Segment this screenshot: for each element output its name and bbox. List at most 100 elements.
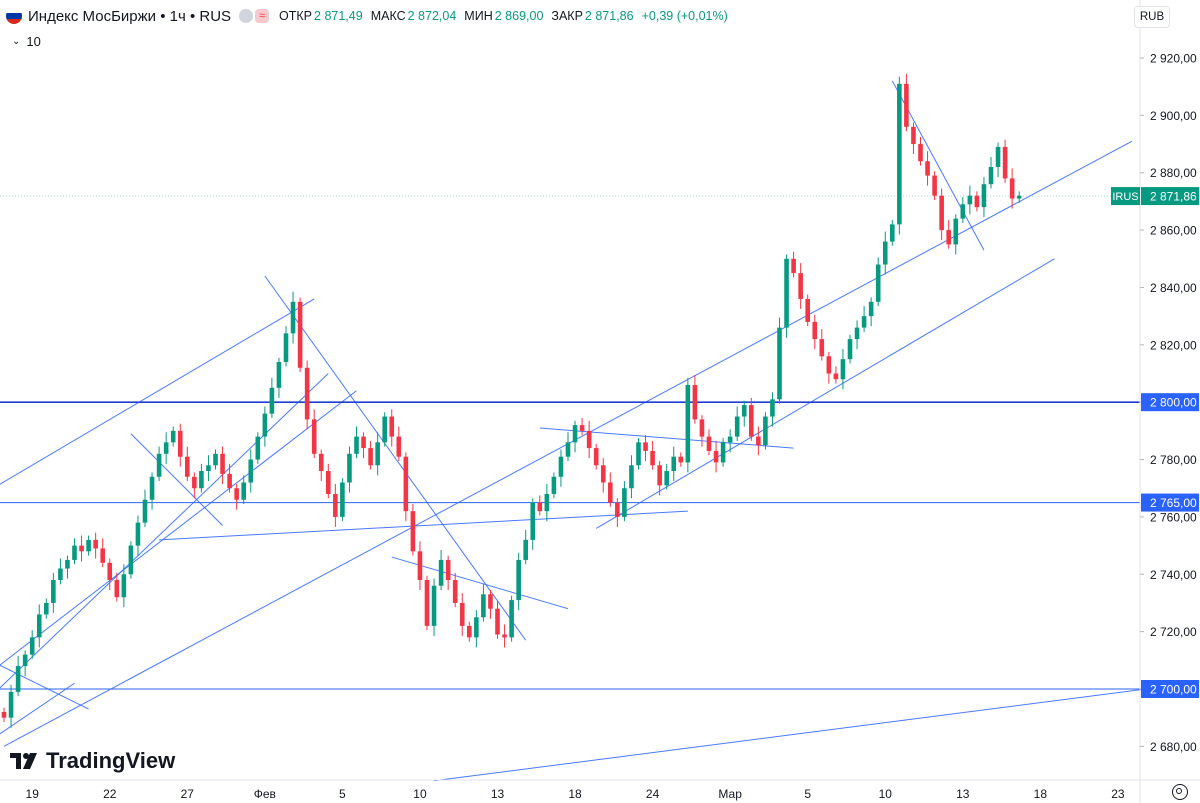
trend-line xyxy=(433,688,1147,782)
russia-flag-icon xyxy=(6,8,22,24)
candle-body xyxy=(269,387,275,414)
level-price-label xyxy=(1141,493,1199,512)
candle-body xyxy=(565,442,571,457)
delayed-data-badge[interactable]: ≈ xyxy=(255,9,270,23)
candle-body xyxy=(960,204,966,219)
candle-body xyxy=(177,430,183,457)
candle-body xyxy=(988,166,994,185)
candle-body xyxy=(890,224,895,242)
candle-body xyxy=(58,568,63,581)
candle-body xyxy=(720,442,726,463)
level-price-text: 2 700,00 xyxy=(1150,683,1197,697)
candle-body xyxy=(459,602,465,626)
currency-button[interactable]: RUB xyxy=(1134,6,1170,28)
y-tick-label: 2 680,00 xyxy=(1150,740,1197,754)
candle-body xyxy=(812,321,818,340)
candle-body xyxy=(974,195,980,208)
x-tick-label: 24 xyxy=(646,787,660,801)
trend-line xyxy=(264,275,527,641)
trend-line xyxy=(159,510,688,541)
candle-body xyxy=(36,614,42,638)
volume-indicator-toggle[interactable]: ⌄ 10 xyxy=(8,31,47,51)
price-labels: 2 800,00 2 765,00 2 700,00 IRUS 2 871,86 xyxy=(1111,187,1199,698)
candle-body xyxy=(551,476,557,494)
candle-body xyxy=(692,384,698,420)
candle-body xyxy=(333,493,338,517)
y-tick-label: 2 760,00 xyxy=(1150,510,1197,524)
symbol-title[interactable]: Индекс МосБиржи • 1ч • RUS xyxy=(28,7,232,25)
tradingview-logo-icon xyxy=(10,753,37,769)
candle-body xyxy=(706,436,712,451)
candle-body xyxy=(904,83,909,127)
candle-body xyxy=(206,465,211,472)
x-tick-label: 13 xyxy=(956,787,970,801)
candle-body xyxy=(8,691,14,718)
candle-body xyxy=(544,493,550,512)
candle-body xyxy=(51,580,56,603)
candle-body xyxy=(911,126,916,145)
trend-line xyxy=(0,298,315,485)
candle-body xyxy=(368,448,373,466)
candle-body xyxy=(347,453,352,483)
level-price-text: 2 765,00 xyxy=(1150,496,1197,510)
candle-body xyxy=(241,482,246,500)
candle-body xyxy=(819,339,825,357)
candle-body xyxy=(727,436,733,443)
candle-body xyxy=(671,456,677,472)
candle-body xyxy=(657,465,662,486)
tradingview-logo[interactable]: TradingView xyxy=(10,748,175,774)
x-tick-label: 27 xyxy=(181,787,195,801)
chevron-down-icon: ⌄ xyxy=(12,35,21,47)
y-tick-label: 2 820,00 xyxy=(1150,338,1197,352)
candle-body xyxy=(918,144,923,162)
x-tick-label: Мар xyxy=(718,787,742,801)
candle-body xyxy=(326,471,331,494)
y-tick-label: 2 880,00 xyxy=(1150,166,1197,180)
candle-body xyxy=(340,482,345,517)
candle-body xyxy=(495,608,500,635)
candle-body xyxy=(784,258,789,328)
candle-body xyxy=(290,301,296,334)
candle-body xyxy=(897,83,902,225)
open-value: 2 871,49 xyxy=(314,9,363,23)
candle-body xyxy=(410,511,416,552)
candle-body xyxy=(163,442,169,454)
y-tick-label: 2 860,00 xyxy=(1150,224,1197,238)
candle-body xyxy=(142,499,148,523)
candle-body xyxy=(382,416,387,443)
candle-body xyxy=(516,559,521,601)
high-value: 2 872,04 xyxy=(407,9,457,23)
candle-body xyxy=(467,625,472,638)
candle-body xyxy=(932,175,937,196)
x-tick-label: 23 xyxy=(1111,787,1125,801)
time-axis[interactable]: 19 22 27 Фев 5 10 13 18 24 Мар 5 10 13 18 23 xyxy=(0,779,1200,801)
candle-body xyxy=(375,442,380,466)
horizontal-lines xyxy=(0,195,1140,690)
candle-body xyxy=(981,184,987,208)
candle-body xyxy=(72,545,77,560)
settings-icon[interactable] xyxy=(1172,784,1188,800)
candle-body xyxy=(170,430,176,443)
candle-body xyxy=(192,476,197,489)
low-value: 2 869,00 xyxy=(494,9,544,23)
candle-body xyxy=(925,161,930,176)
candle-body xyxy=(967,195,973,205)
candle-body xyxy=(572,425,578,443)
candle-body xyxy=(763,416,768,446)
level-price-label xyxy=(1141,393,1199,412)
candle-body xyxy=(509,600,514,638)
indicator-value: 10 xyxy=(26,33,41,49)
candle-body xyxy=(664,471,669,486)
candle-body xyxy=(262,413,268,437)
candle-body xyxy=(86,539,91,552)
market-status-icon xyxy=(239,9,254,23)
trend-line xyxy=(0,373,329,689)
ticker-tag-text: IRUS xyxy=(1112,191,1138,203)
candle-body xyxy=(220,453,225,474)
candle-body xyxy=(311,419,317,454)
x-tick-label: 10 xyxy=(879,787,893,801)
x-tick-label: 13 xyxy=(491,787,505,801)
candle-body xyxy=(600,465,606,483)
candle-body xyxy=(861,316,867,328)
